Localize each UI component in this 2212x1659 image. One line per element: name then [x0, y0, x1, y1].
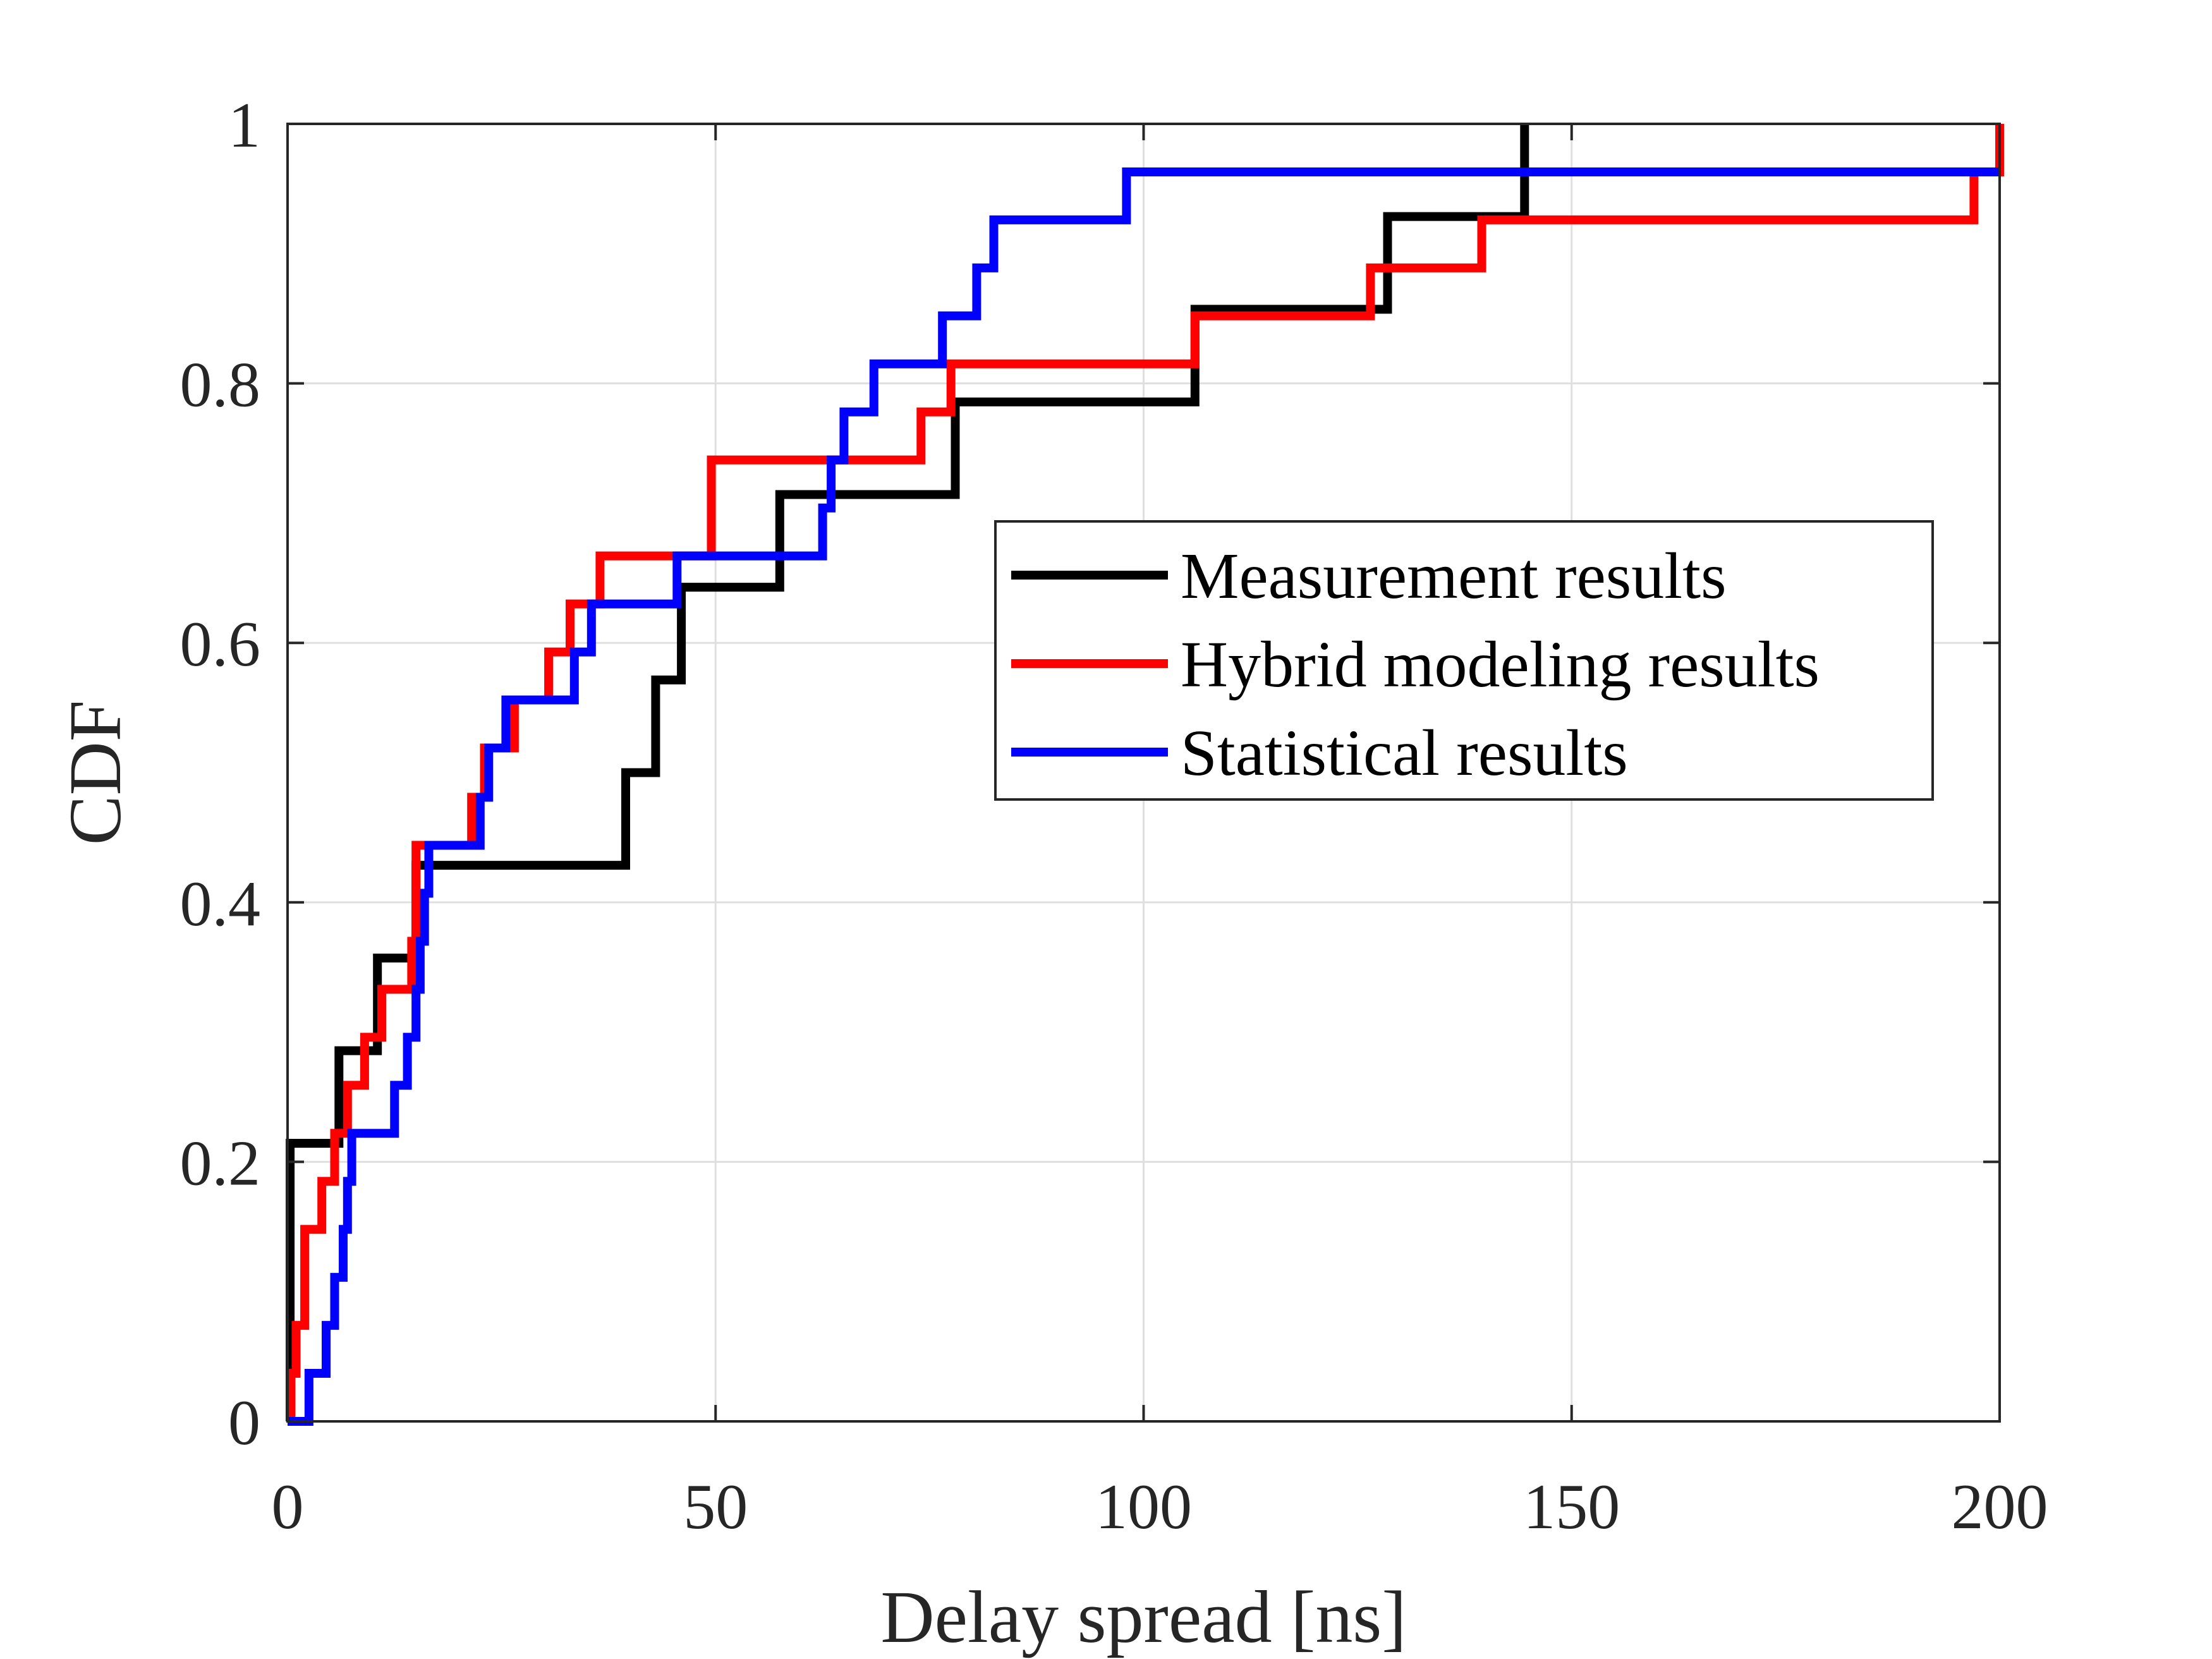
y-tick-label: 0 — [228, 1387, 260, 1459]
series-line-3 — [288, 167, 2000, 1426]
x-tick-label: 100 — [1095, 1471, 1192, 1543]
x-tick-label: 50 — [683, 1471, 748, 1543]
y-tick-label: 0.8 — [180, 349, 261, 421]
legend-label-3: Statistical results — [1181, 717, 1628, 789]
legend: Measurement results Hybrid modeling resul… — [994, 520, 1934, 801]
x-tick-label: 0 — [272, 1471, 304, 1543]
axes: 0 50 100 150 200 0 0.2 0.4 0.6 0.8 1 Delay spread [… — [54, 90, 2048, 1658]
y-tick-label: 0.6 — [180, 609, 261, 680]
y-axis-title: CDF — [54, 700, 137, 846]
legend-label-2: Hybrid modeling results — [1181, 628, 1820, 701]
legend-label-1: Measurement results — [1181, 540, 1727, 612]
x-tick-label: 150 — [1523, 1471, 1620, 1543]
series-lines — [286, 124, 2004, 1426]
y-tick-label: 0.2 — [180, 1127, 261, 1199]
x-tick-label: 200 — [1952, 1471, 2048, 1543]
y-tick-label: 0.4 — [180, 868, 261, 940]
x-axis-title: Delay spread [ns] — [880, 1576, 1406, 1658]
y-tick-label: 1 — [228, 90, 260, 161]
series-line-1 — [286, 124, 1529, 1426]
